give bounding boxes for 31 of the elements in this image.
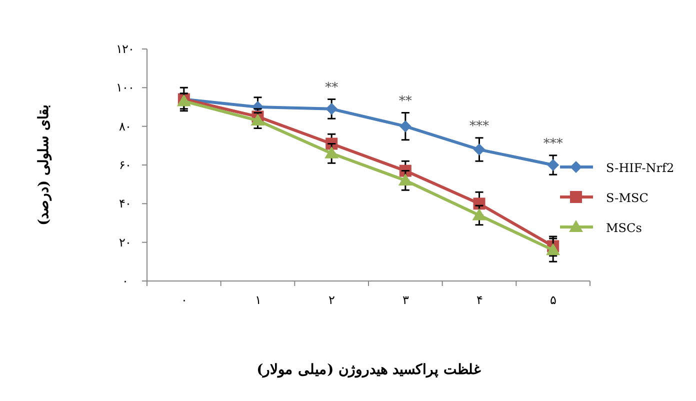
y-axis-title: بقای سلولی (درصد) [36,104,52,226]
legend-label: S-MSC [606,191,648,205]
y-tick-label: ۱۲۰ [116,42,134,56]
y-tick-label: ۸۰ [119,119,131,134]
x-tick-label: ۲ [328,293,335,307]
x-tick-label: ۵ [550,293,556,307]
legend-label: MSCs [606,221,642,235]
point [547,159,560,171]
y-tick-label: ۱۰۰ [116,80,134,95]
annotation: ** [398,94,412,109]
point [473,144,486,156]
x-tick-label: ۰ [180,293,187,307]
legend-label: S-HIF-Nrf2 [606,161,674,175]
point [472,208,486,220]
point [326,102,338,115]
y-tick-label: ۴۰ [119,196,131,211]
x-tick-label: ۴ [476,293,482,307]
y-tick-label: ۲۰ [119,235,131,250]
point [546,243,560,256]
point [250,114,265,126]
point [398,173,412,186]
x-tick-label: ۳ [402,293,410,307]
y-tick-label: ۶۰ [119,158,131,172]
y-tick-label: ۰ [122,274,128,288]
point [324,146,339,158]
annotation: ** [325,80,339,96]
annotation: *** [543,136,564,152]
point [399,120,412,132]
x-axis-title: غلظت پراکسید هیدروژن (میلی مولار) [256,362,482,378]
x-tick-label: ۱ [254,293,261,307]
annotation: *** [470,118,490,134]
